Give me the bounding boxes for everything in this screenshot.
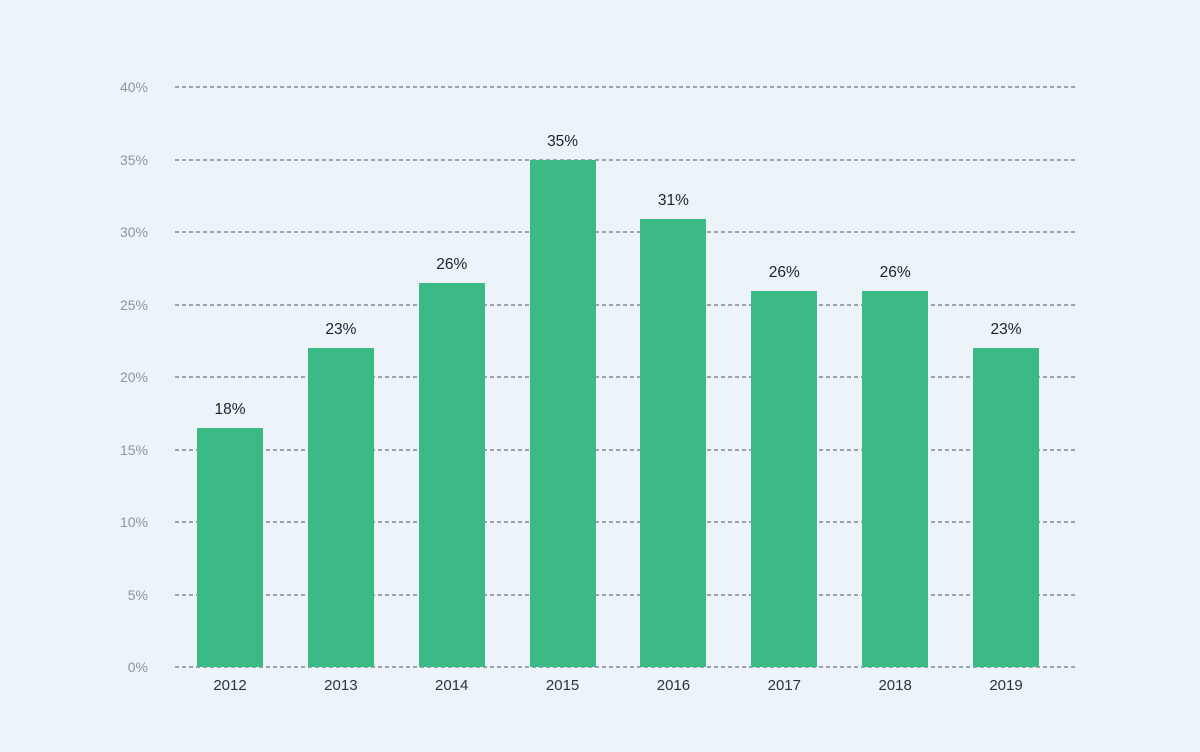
bar-2013: [307, 348, 374, 667]
gridline: [175, 521, 1076, 523]
bar-2019: [973, 348, 1040, 667]
y-axis-tick-label: 40%: [119, 79, 148, 95]
x-axis-tick-label: 2014: [435, 677, 469, 694]
bar-2015: [529, 159, 596, 667]
gridline: [175, 231, 1076, 233]
gridline: [175, 86, 1076, 88]
x-axis-tick-label: 2018: [878, 677, 912, 694]
bar-value-label: 18%: [214, 400, 246, 418]
gridline: [175, 158, 1076, 161]
bar-value-label: 23%: [990, 321, 1022, 338]
bar-2016: [640, 218, 707, 667]
y-axis-tick-label: 10%: [119, 514, 148, 530]
y-axis-tick-label: 5%: [127, 586, 148, 603]
gridline: [175, 593, 1076, 596]
bar-2017: [751, 291, 818, 667]
bar-value-label: 23%: [325, 321, 357, 338]
x-axis-tick-label: 2019: [989, 677, 1023, 694]
bar-2012: [197, 427, 263, 667]
x-axis-tick-label: 2012: [213, 677, 247, 694]
y-axis-tick-label: 30%: [119, 224, 148, 240]
y-axis-tick-label: 15%: [119, 441, 148, 458]
x-axis-tick-label: 2016: [656, 677, 691, 694]
bar-2014: [418, 282, 485, 667]
bar-value-label: 35%: [547, 132, 579, 150]
x-axis-tick-label: 2015: [545, 677, 580, 694]
gridline: [175, 376, 1076, 378]
bar-value-label: 26%: [436, 255, 468, 273]
y-axis-tick-label: 35%: [119, 151, 148, 168]
y-axis-tick-label: 20%: [119, 369, 148, 385]
y-axis-tick-label: 25%: [119, 296, 148, 313]
y-axis-tick-label: 0%: [127, 659, 148, 675]
x-axis-tick-label: 2013: [324, 677, 358, 694]
bar-value-label: 26%: [879, 264, 911, 282]
x-axis-tick-label: 2017: [767, 677, 801, 694]
bar-2018: [862, 291, 929, 667]
gridline: [175, 666, 1076, 668]
bar-value-label: 31%: [657, 191, 689, 209]
gridline: [175, 448, 1076, 451]
bar-value-label: 26%: [768, 264, 800, 282]
gridline: [175, 303, 1076, 306]
